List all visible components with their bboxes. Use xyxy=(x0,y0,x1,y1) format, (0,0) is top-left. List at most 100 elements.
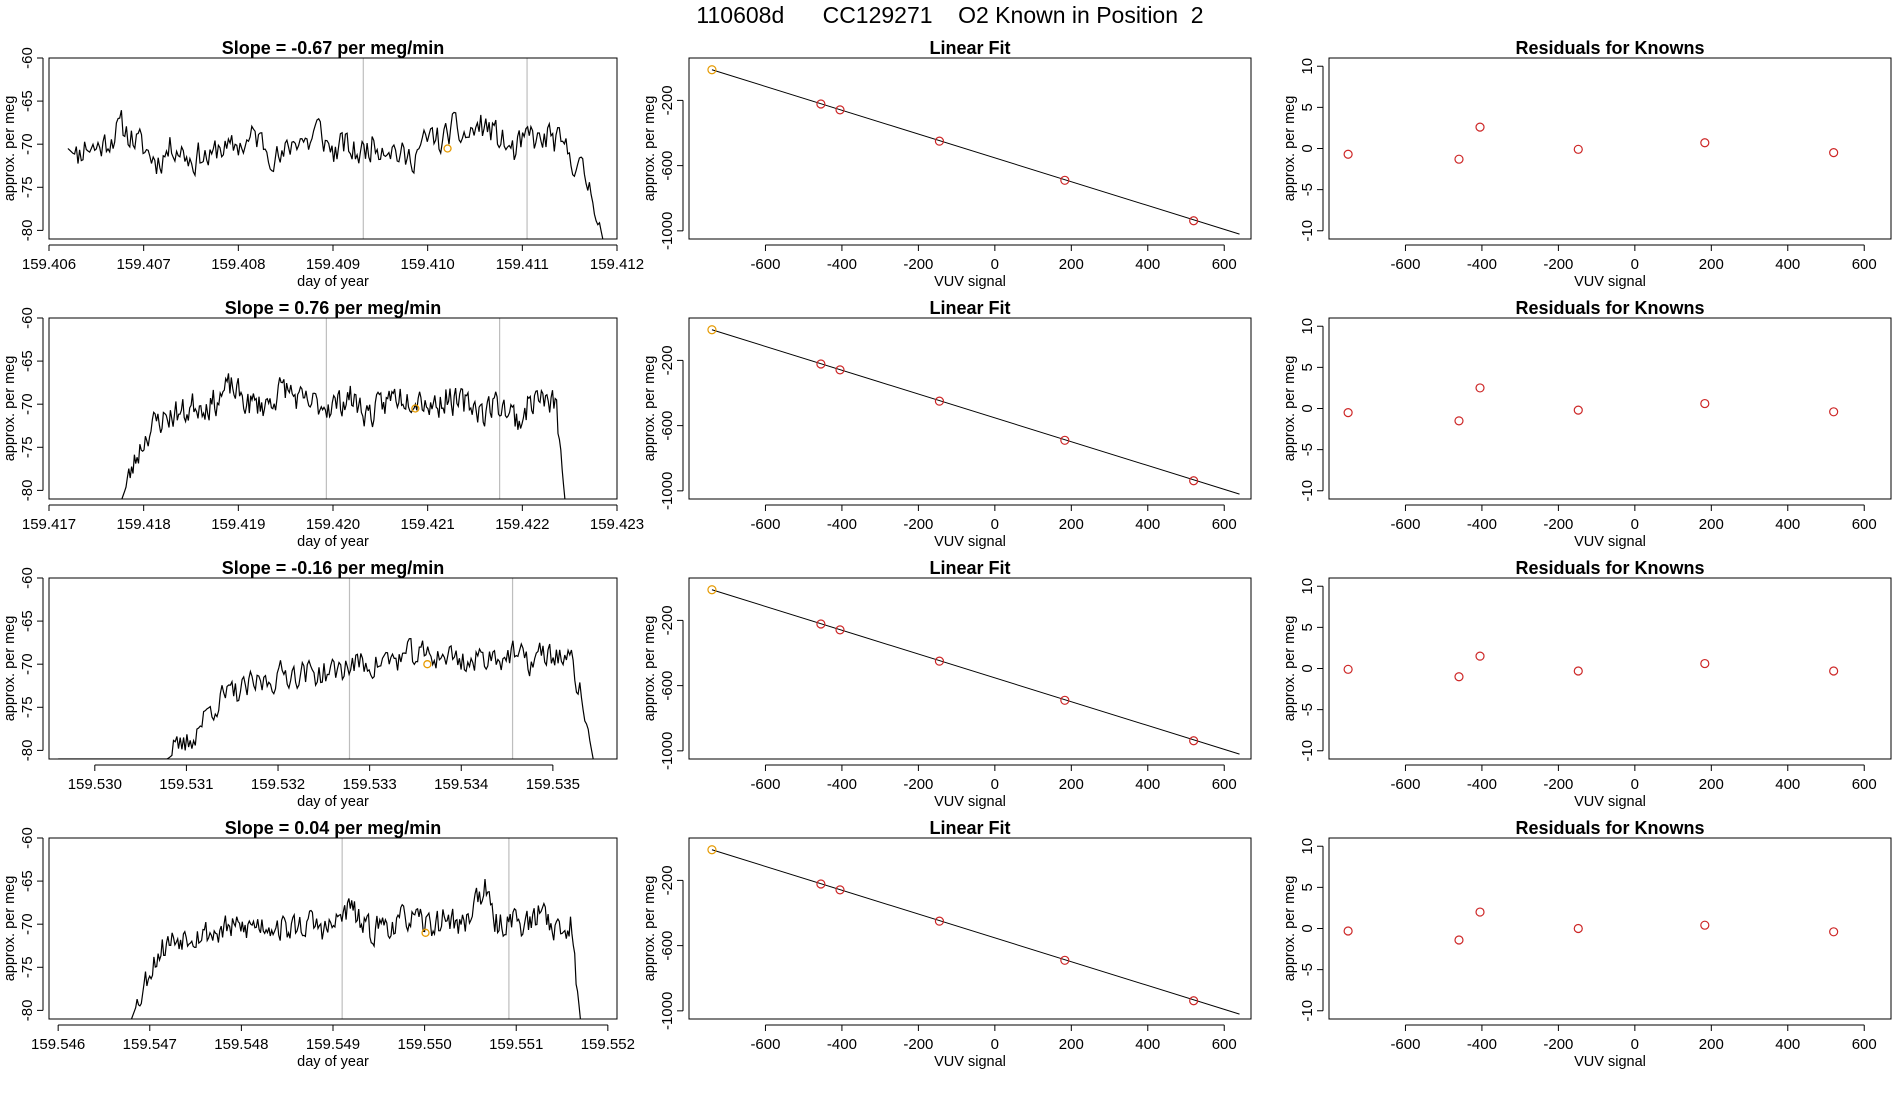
x-tick-label: 159.546 xyxy=(31,1036,85,1053)
panel-residuals-row-4: Residuals for Knowns -600 -400 -200 0 200 400 6… xyxy=(1282,818,1892,1070)
y-tick-label: -75 xyxy=(19,956,36,978)
x-tick-label: 159.534 xyxy=(434,776,488,793)
x-tick-label: -400 xyxy=(827,516,857,533)
y-tick-label: -1000 xyxy=(659,212,676,250)
known-point xyxy=(1829,407,1839,417)
known-point xyxy=(816,359,826,369)
y-tick-label: -60 xyxy=(19,47,36,69)
x-tick-label: -600 xyxy=(750,1036,780,1053)
x-tick-label: 600 xyxy=(1212,256,1237,273)
y-tick-label: 10 xyxy=(1299,58,1316,75)
y-tick-label: -1000 xyxy=(659,472,676,510)
x-tick-label: 200 xyxy=(1059,256,1084,273)
x-tick-label: 600 xyxy=(1212,776,1237,793)
y-axis-label: approx. per meg xyxy=(642,96,658,202)
panel-linear-fit-row-1: Linear Fit -600 -400 -200 0 200 400 600 VUV sign… xyxy=(642,38,1252,290)
y-axis-label: approx. per meg xyxy=(2,616,18,722)
y-tick-label: 0 xyxy=(1299,924,1316,932)
y-tick-label: -5 xyxy=(1299,963,1316,976)
known-point xyxy=(1829,148,1839,158)
panel-title: Residuals for Knowns xyxy=(1515,298,1704,318)
panel-title: Slope = 0.04 per meg/min xyxy=(225,818,442,838)
y-tick-label: -5 xyxy=(1299,443,1316,456)
plot-frame xyxy=(1328,837,1892,1020)
y-tick-label: -10 xyxy=(1299,220,1316,242)
y-tick-label: -75 xyxy=(19,176,36,198)
x-tick-label: 159.530 xyxy=(68,776,122,793)
panel-title: Linear Fit xyxy=(929,818,1010,838)
x-tick-label: 159.532 xyxy=(251,776,305,793)
plot-frame xyxy=(1328,317,1892,500)
x-tick-label: 0 xyxy=(991,516,999,533)
x-tick-label: 200 xyxy=(1059,1036,1084,1053)
y-tick-label: 10 xyxy=(1299,838,1316,855)
known-point xyxy=(1700,138,1710,148)
x-tick-label: -200 xyxy=(903,776,933,793)
x-tick-label: 159.533 xyxy=(343,776,397,793)
known-point xyxy=(1475,383,1485,393)
x-axis-label: VUV signal xyxy=(1574,794,1646,810)
highlight-point xyxy=(707,65,717,75)
known-point xyxy=(1189,216,1199,226)
x-tick-label: 600 xyxy=(1852,776,1877,793)
x-tick-label: -200 xyxy=(903,1036,933,1053)
plot-frame xyxy=(688,57,1252,240)
x-axis-label: VUV signal xyxy=(1574,1054,1646,1070)
y-tick-label: -10 xyxy=(1299,740,1316,762)
x-tick-label: 159.421 xyxy=(401,516,455,533)
known-point xyxy=(1573,666,1583,676)
x-axis-label: VUV signal xyxy=(934,274,1006,290)
x-tick-label: -200 xyxy=(903,516,933,533)
panel-title: Residuals for Knowns xyxy=(1515,818,1704,838)
y-tick-label: -5 xyxy=(1299,703,1316,716)
panel-residuals-row-1: Residuals for Knowns -600 -400 -200 0 200 400 6… xyxy=(1282,38,1892,290)
x-tick-label: -400 xyxy=(827,776,857,793)
x-tick-label: 159.420 xyxy=(306,516,360,533)
panel-line-row-2: Slope = 0.76 per meg/min 159.417 159.418 15… xyxy=(2,298,644,550)
fit-line xyxy=(711,329,1240,495)
x-tick-label: 0 xyxy=(1631,256,1639,273)
plot-frame xyxy=(48,57,618,240)
x-tick-label: 0 xyxy=(1631,776,1639,793)
y-tick-label: -200 xyxy=(659,85,676,115)
y-tick-label: 0 xyxy=(1299,664,1316,672)
x-axis-label: VUV signal xyxy=(934,1054,1006,1070)
y-tick-label: 5 xyxy=(1299,103,1316,111)
known-point xyxy=(816,619,826,629)
x-tick-label: 159.417 xyxy=(22,516,76,533)
panel-line-row-3: Slope = -0.16 per meg/min 159.530 159.531 1… xyxy=(2,558,618,810)
panel-line-row-4: Slope = 0.04 per meg/min 159.546 159.547 15… xyxy=(2,818,635,1070)
x-tick-label: 200 xyxy=(1699,516,1724,533)
x-tick-label: -400 xyxy=(1467,516,1497,533)
x-tick-label: -600 xyxy=(1390,256,1420,273)
y-tick-label: -70 xyxy=(19,133,36,155)
plot-frame xyxy=(1328,577,1892,760)
x-axis-label: VUV signal xyxy=(934,794,1006,810)
plot-area xyxy=(121,318,566,499)
known-point xyxy=(835,625,845,635)
x-tick-label: 0 xyxy=(1631,1036,1639,1053)
x-tick-label: 159.423 xyxy=(590,516,644,533)
known-point xyxy=(1343,149,1353,159)
fit-line xyxy=(711,849,1240,1015)
highlight-point xyxy=(411,404,420,413)
y-tick-label: -80 xyxy=(19,1000,36,1022)
x-tick-label: 600 xyxy=(1852,256,1877,273)
y-tick-label: -65 xyxy=(19,350,36,372)
y-tick-label: 0 xyxy=(1299,404,1316,412)
x-tick-label: 159.407 xyxy=(117,256,171,273)
known-point xyxy=(1573,144,1583,154)
known-point xyxy=(1060,435,1070,445)
known-point xyxy=(835,105,845,115)
panel-linear-fit-row-4: Linear Fit -600 -400 -200 0 200 400 600 VUV sign… xyxy=(642,818,1252,1070)
x-tick-label: 159.406 xyxy=(22,256,76,273)
known-point xyxy=(1700,398,1710,409)
x-tick-label: 400 xyxy=(1775,256,1800,273)
y-tick-label: 0 xyxy=(1299,144,1316,152)
y-tick-label: -60 xyxy=(19,827,36,849)
y-axis-label: approx. per meg xyxy=(2,356,18,462)
figure-title: 110608d CC129271 O2 Known in Position 2 xyxy=(696,2,1204,28)
y-tick-label: -10 xyxy=(1299,1000,1316,1022)
x-tick-label: 159.549 xyxy=(306,1036,360,1053)
